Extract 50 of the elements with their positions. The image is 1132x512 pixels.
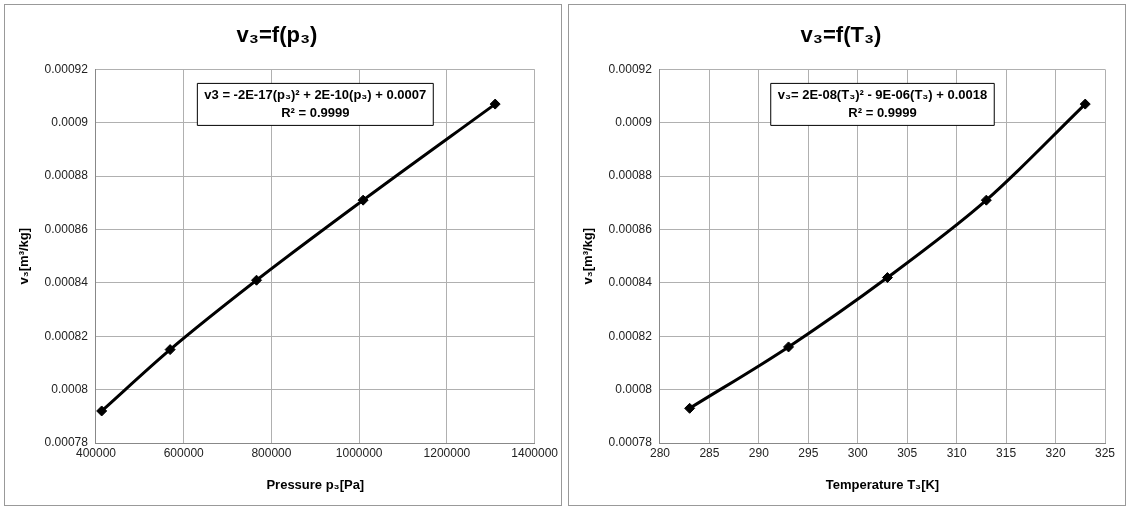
point (1079, 98, 1091, 110)
y-axis-title: v₃[m³/kg] (16, 227, 32, 285)
y-tick-label: 0.0008 (615, 381, 653, 396)
x-tick-label: 310 (946, 445, 967, 460)
point (881, 272, 893, 284)
chart-title: v₃=f(p₃) (236, 22, 318, 48)
x-tick-label: 315 (996, 445, 1017, 460)
x-tick-label: 295 (798, 445, 819, 460)
chart-title: v₃=f(T₃) (800, 22, 882, 48)
x-tick-label: 290 (748, 445, 770, 460)
y-tick-label: 0.00082 (608, 328, 653, 343)
x-tick-label: 300 (847, 445, 869, 460)
annotation: v3 = -2E-17(p₃)² + 2E-10(p₃) + 0.0007 (204, 86, 427, 102)
x-tick-label: 800000 (251, 445, 292, 460)
y-tick-label: 0.0009 (615, 115, 653, 130)
point (251, 274, 263, 286)
point (684, 402, 696, 414)
x-tick-label: 1200000 (423, 445, 471, 460)
y-tick-label: 0.00092 (44, 61, 89, 76)
x-axis-title: Temperature T₃[K] (825, 476, 940, 492)
y-axis-title: v₃[m³/kg] (580, 227, 596, 285)
y-tick-label: 0.00082 (44, 328, 89, 343)
y-tick-label: 0.0009 (51, 115, 89, 130)
point (980, 194, 992, 206)
y-tick-label: 0.0008 (51, 381, 89, 396)
point (164, 344, 176, 356)
y-tick-label: 0.00092 (608, 61, 653, 76)
y-tick-label: 0.00088 (44, 168, 89, 183)
point (783, 341, 795, 353)
x-axis-title: Pressure p₃[Pa] (266, 476, 365, 492)
x-tick-label: 305 (897, 445, 918, 460)
annotation: R² = 0.9999 (848, 104, 917, 120)
x-tick-label: 600000 (163, 445, 205, 460)
y-tick-label: 0.00084 (608, 275, 653, 290)
point (489, 98, 501, 110)
x-tick-label: 1000000 (335, 445, 383, 460)
y-tick-label: 0.00086 (608, 221, 653, 236)
annotation: R² = 0.9999 (281, 104, 350, 120)
point (96, 405, 108, 417)
point (357, 194, 369, 206)
x-tick-label: 325 (1094, 445, 1116, 460)
x-tick-label: 285 (699, 445, 720, 460)
x-tick-label: 1400000 (511, 445, 559, 460)
x-tick-label: 280 (649, 445, 671, 460)
y-tick-label: 0.00084 (44, 275, 89, 290)
x-tick-label: 400000 (75, 445, 117, 460)
y-tick-label: 0.00086 (44, 221, 89, 236)
annotation: v₃= 2E-08(T₃)² - 9E-06(T₃) + 0.0018 (777, 86, 988, 102)
x-tick-label: 320 (1045, 445, 1066, 460)
y-tick-label: 0.00088 (608, 168, 653, 183)
